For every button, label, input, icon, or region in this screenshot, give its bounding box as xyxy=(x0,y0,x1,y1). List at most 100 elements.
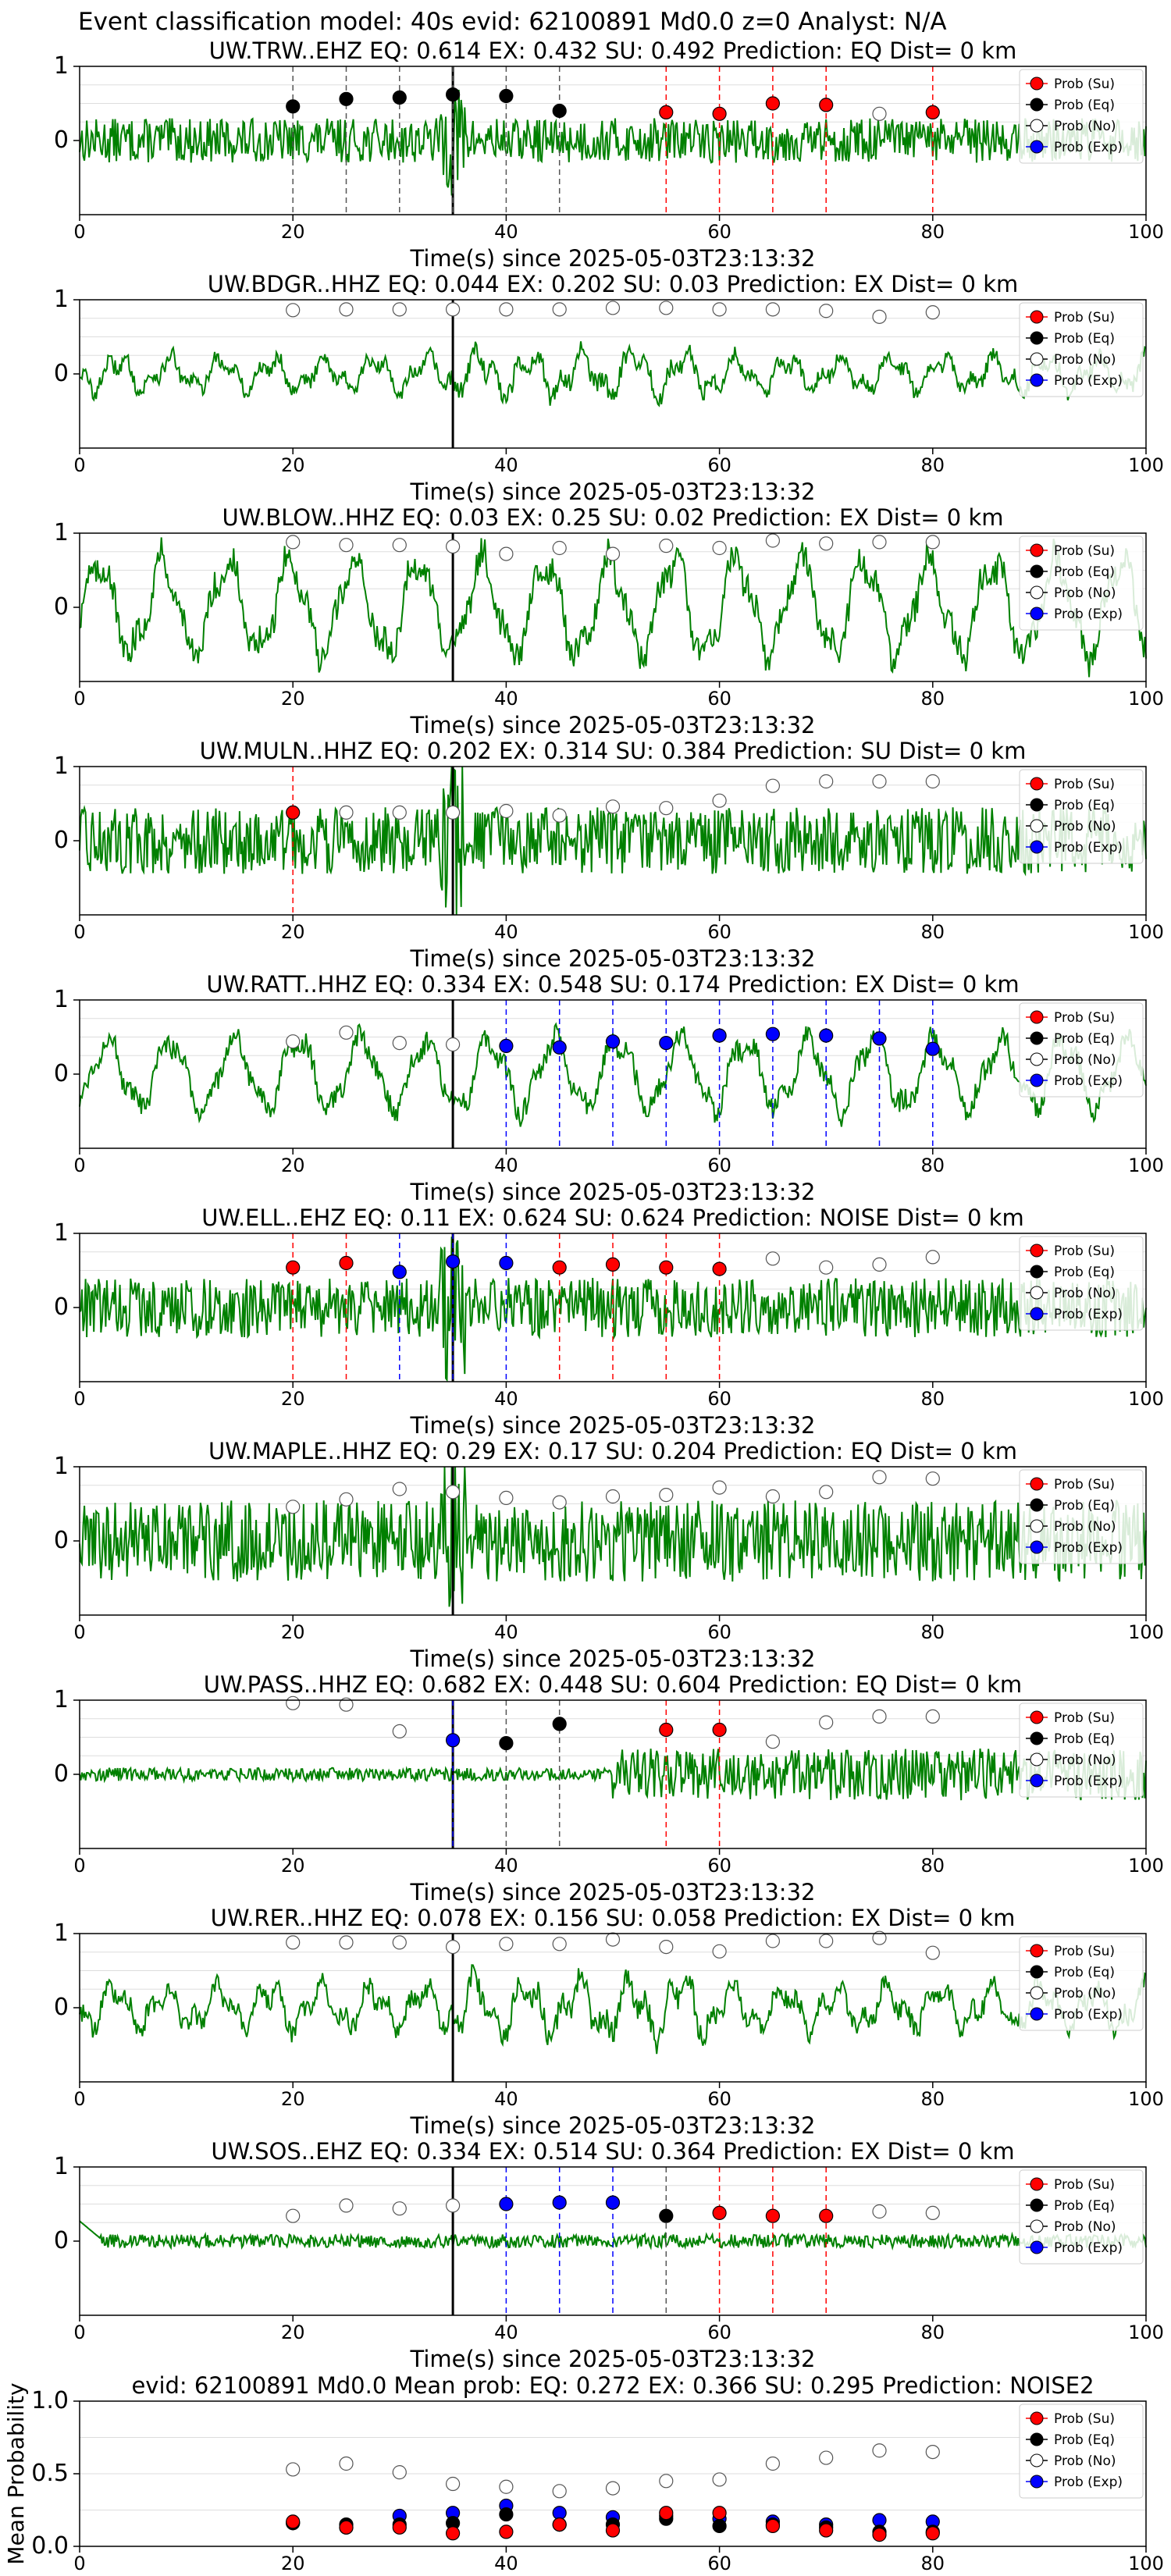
x-tick-label: 100 xyxy=(1128,1621,1164,1643)
legend-marker xyxy=(1030,2453,1044,2467)
y-tick-label: 1 xyxy=(54,986,69,1013)
mean-prob-point-no xyxy=(712,2472,727,2487)
legend-marker xyxy=(1030,1265,1044,1279)
legend-label: Prob (Eq) xyxy=(1054,2432,1115,2448)
prob-point-su xyxy=(712,106,727,121)
legend-label: Prob (No) xyxy=(1054,1519,1116,1535)
legend-marker xyxy=(1030,310,1044,324)
legend-label: Prob (Su) xyxy=(1054,1244,1115,1259)
y-tick-label: 0 xyxy=(54,1527,69,1554)
x-tick-label: 80 xyxy=(921,221,945,243)
legend-marker xyxy=(1030,1477,1044,1491)
y-tick-label: 1.0 xyxy=(31,2387,69,2414)
x-tick-label: 20 xyxy=(281,2553,305,2574)
prob-point-no xyxy=(872,309,887,324)
legend-label: Prob (No) xyxy=(1054,2219,1116,2235)
prob-point-no xyxy=(765,302,781,317)
y-tick-label: 0 xyxy=(54,1293,69,1321)
legend-label: Prob (Eq) xyxy=(1054,331,1115,347)
prob-point-eq xyxy=(499,88,514,104)
legend-marker xyxy=(1030,352,1044,366)
prob-point-exp xyxy=(392,1265,407,1279)
x-tick-label: 80 xyxy=(921,688,945,710)
prob-point-no xyxy=(286,2208,301,2223)
legend-box xyxy=(1019,1936,1144,2031)
x-tick-label: 20 xyxy=(281,2088,305,2110)
prob-point-su xyxy=(659,1722,674,1738)
prob-point-exp xyxy=(605,2195,621,2210)
legend-label: Prob (Exp) xyxy=(1054,607,1123,622)
axes-frame xyxy=(79,299,1147,449)
x-axis-label: Time(s) since 2025-05-03T23:13:32 xyxy=(410,2346,816,2372)
legend-box xyxy=(1019,302,1144,397)
prob-point-no xyxy=(605,546,621,561)
y-tick-label: 0 xyxy=(54,1994,69,2021)
waveform-trace xyxy=(79,1236,1147,1382)
prob-point-no xyxy=(819,536,834,551)
legend-box xyxy=(1019,1469,1144,1564)
prob-point-no xyxy=(765,1489,781,1504)
prob-point-no xyxy=(445,805,461,820)
legend-marker xyxy=(1030,607,1044,621)
prob-point-no xyxy=(339,1025,354,1040)
legend-label: Prob (No) xyxy=(1054,352,1116,368)
legend-marker xyxy=(1030,1073,1044,1087)
panel-title: evid: 62100891 Md0.0 Mean prob: EQ: 0.27… xyxy=(131,2372,1094,2399)
prob-point-no xyxy=(712,1480,727,1495)
prob-point-no xyxy=(499,302,514,317)
prob-point-su xyxy=(659,1260,674,1275)
panel-title: UW.RER..HHZ EQ: 0.078 EX: 0.156 SU: 0.05… xyxy=(211,1905,1016,1931)
legend-label: Prob (Su) xyxy=(1054,543,1115,559)
prob-point-no xyxy=(872,106,887,121)
legend-label: Prob (Exp) xyxy=(1054,1073,1123,1089)
y-tick-label: 1 xyxy=(54,1920,69,1947)
prob-point-no xyxy=(712,793,727,808)
mean-prob-point-no xyxy=(819,2450,834,2465)
mean-prob-point-no xyxy=(872,2443,887,2458)
prob-point-no xyxy=(659,1487,674,1503)
prob-point-no xyxy=(499,1937,514,1952)
prob-point-no xyxy=(445,1485,461,1500)
prob-point-no xyxy=(605,301,621,315)
x-tick-label: 20 xyxy=(281,454,305,476)
y-tick-label: 0 xyxy=(54,593,69,621)
x-tick-label: 40 xyxy=(494,2322,518,2343)
legend-marker xyxy=(1030,1944,1044,1958)
mean-prob-point-no xyxy=(605,2481,621,2496)
prob-point-no xyxy=(392,805,407,820)
legend-marker xyxy=(1030,2177,1044,2191)
prob-point-su xyxy=(765,96,781,111)
prob-point-no xyxy=(765,533,781,548)
x-tick-label: 0 xyxy=(73,221,85,243)
waveform-trace xyxy=(79,1748,1147,1801)
mean-prob-point-no xyxy=(392,2465,407,2480)
legend-marker xyxy=(1030,1286,1044,1300)
x-tick-label: 0 xyxy=(73,1855,85,1877)
legend-marker xyxy=(1030,2198,1044,2212)
x-axis-label: Time(s) since 2025-05-03T23:13:32 xyxy=(410,712,816,738)
prob-point-no xyxy=(872,1257,887,1272)
legend-label: Prob (No) xyxy=(1054,1052,1116,1068)
prob-point-su xyxy=(286,805,301,820)
legend-label: Prob (No) xyxy=(1054,119,1116,134)
legend-marker xyxy=(1030,2432,1044,2446)
prob-point-no xyxy=(925,535,940,550)
legend-label: Prob (Su) xyxy=(1054,2411,1115,2427)
x-tick-label: 40 xyxy=(494,1855,518,1877)
panel-5: UW.ELL..EHZ EQ: 0.11 EX: 0.624 SU: 0.624… xyxy=(54,1204,1164,1439)
prob-point-eq xyxy=(286,99,301,114)
mean-prob-point-su xyxy=(712,2506,727,2521)
legend-marker xyxy=(1030,819,1044,833)
legend-label: Prob (No) xyxy=(1054,819,1116,834)
legend-label: Prob (No) xyxy=(1054,1286,1116,1301)
x-tick-label: 60 xyxy=(707,1855,731,1877)
x-tick-label: 20 xyxy=(281,221,305,243)
legend-marker xyxy=(1030,585,1044,600)
x-tick-label: 80 xyxy=(921,1155,945,1176)
waveform-trace xyxy=(79,341,1147,407)
x-tick-label: 100 xyxy=(1128,2322,1164,2343)
prob-point-su xyxy=(712,1261,727,1276)
legend-marker xyxy=(1030,798,1044,812)
prob-point-no xyxy=(712,302,727,317)
legend-label: Prob (No) xyxy=(1054,585,1116,601)
